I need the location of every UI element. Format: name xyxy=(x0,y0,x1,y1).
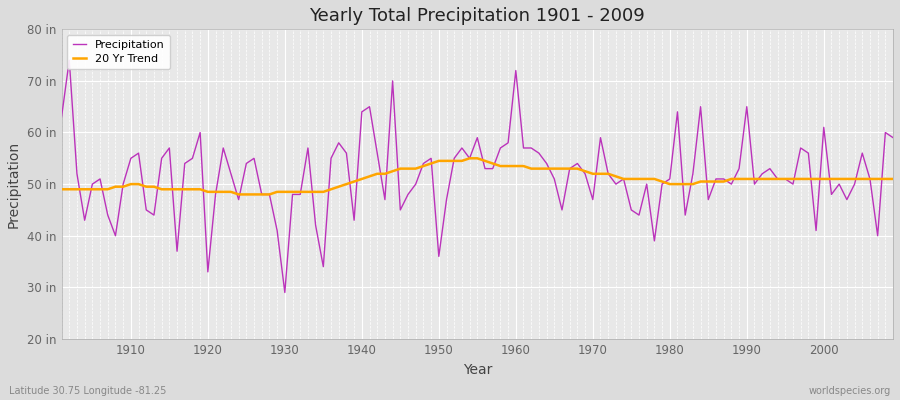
Precipitation xyxy=(618,176,629,181)
20 Yr Trend xyxy=(526,166,536,171)
20 Yr Trend xyxy=(341,182,352,186)
20 Yr Trend xyxy=(295,190,306,194)
Precipitation xyxy=(125,156,136,161)
20 Yr Trend xyxy=(118,184,129,189)
X-axis label: Year: Year xyxy=(463,363,492,377)
Precipitation xyxy=(302,146,313,150)
Text: Latitude 30.75 Longitude -81.25: Latitude 30.75 Longitude -81.25 xyxy=(9,386,166,396)
20 Yr Trend xyxy=(618,176,629,181)
Precipitation xyxy=(887,135,898,140)
20 Yr Trend xyxy=(233,192,244,197)
Precipitation xyxy=(56,115,67,120)
Precipitation xyxy=(526,146,536,150)
Y-axis label: Precipitation: Precipitation xyxy=(7,140,21,228)
Precipitation xyxy=(348,218,359,223)
Title: Yearly Total Precipitation 1901 - 2009: Yearly Total Precipitation 1901 - 2009 xyxy=(310,7,645,25)
Precipitation xyxy=(279,290,290,295)
Line: Precipitation: Precipitation xyxy=(61,60,893,292)
20 Yr Trend xyxy=(518,164,529,168)
Precipitation xyxy=(518,146,529,150)
Text: worldspecies.org: worldspecies.org xyxy=(809,386,891,396)
20 Yr Trend xyxy=(464,156,475,161)
Precipitation xyxy=(64,58,75,63)
Legend: Precipitation, 20 Yr Trend: Precipitation, 20 Yr Trend xyxy=(68,35,170,70)
Line: 20 Yr Trend: 20 Yr Trend xyxy=(61,158,893,194)
20 Yr Trend xyxy=(887,176,898,181)
20 Yr Trend xyxy=(56,187,67,192)
